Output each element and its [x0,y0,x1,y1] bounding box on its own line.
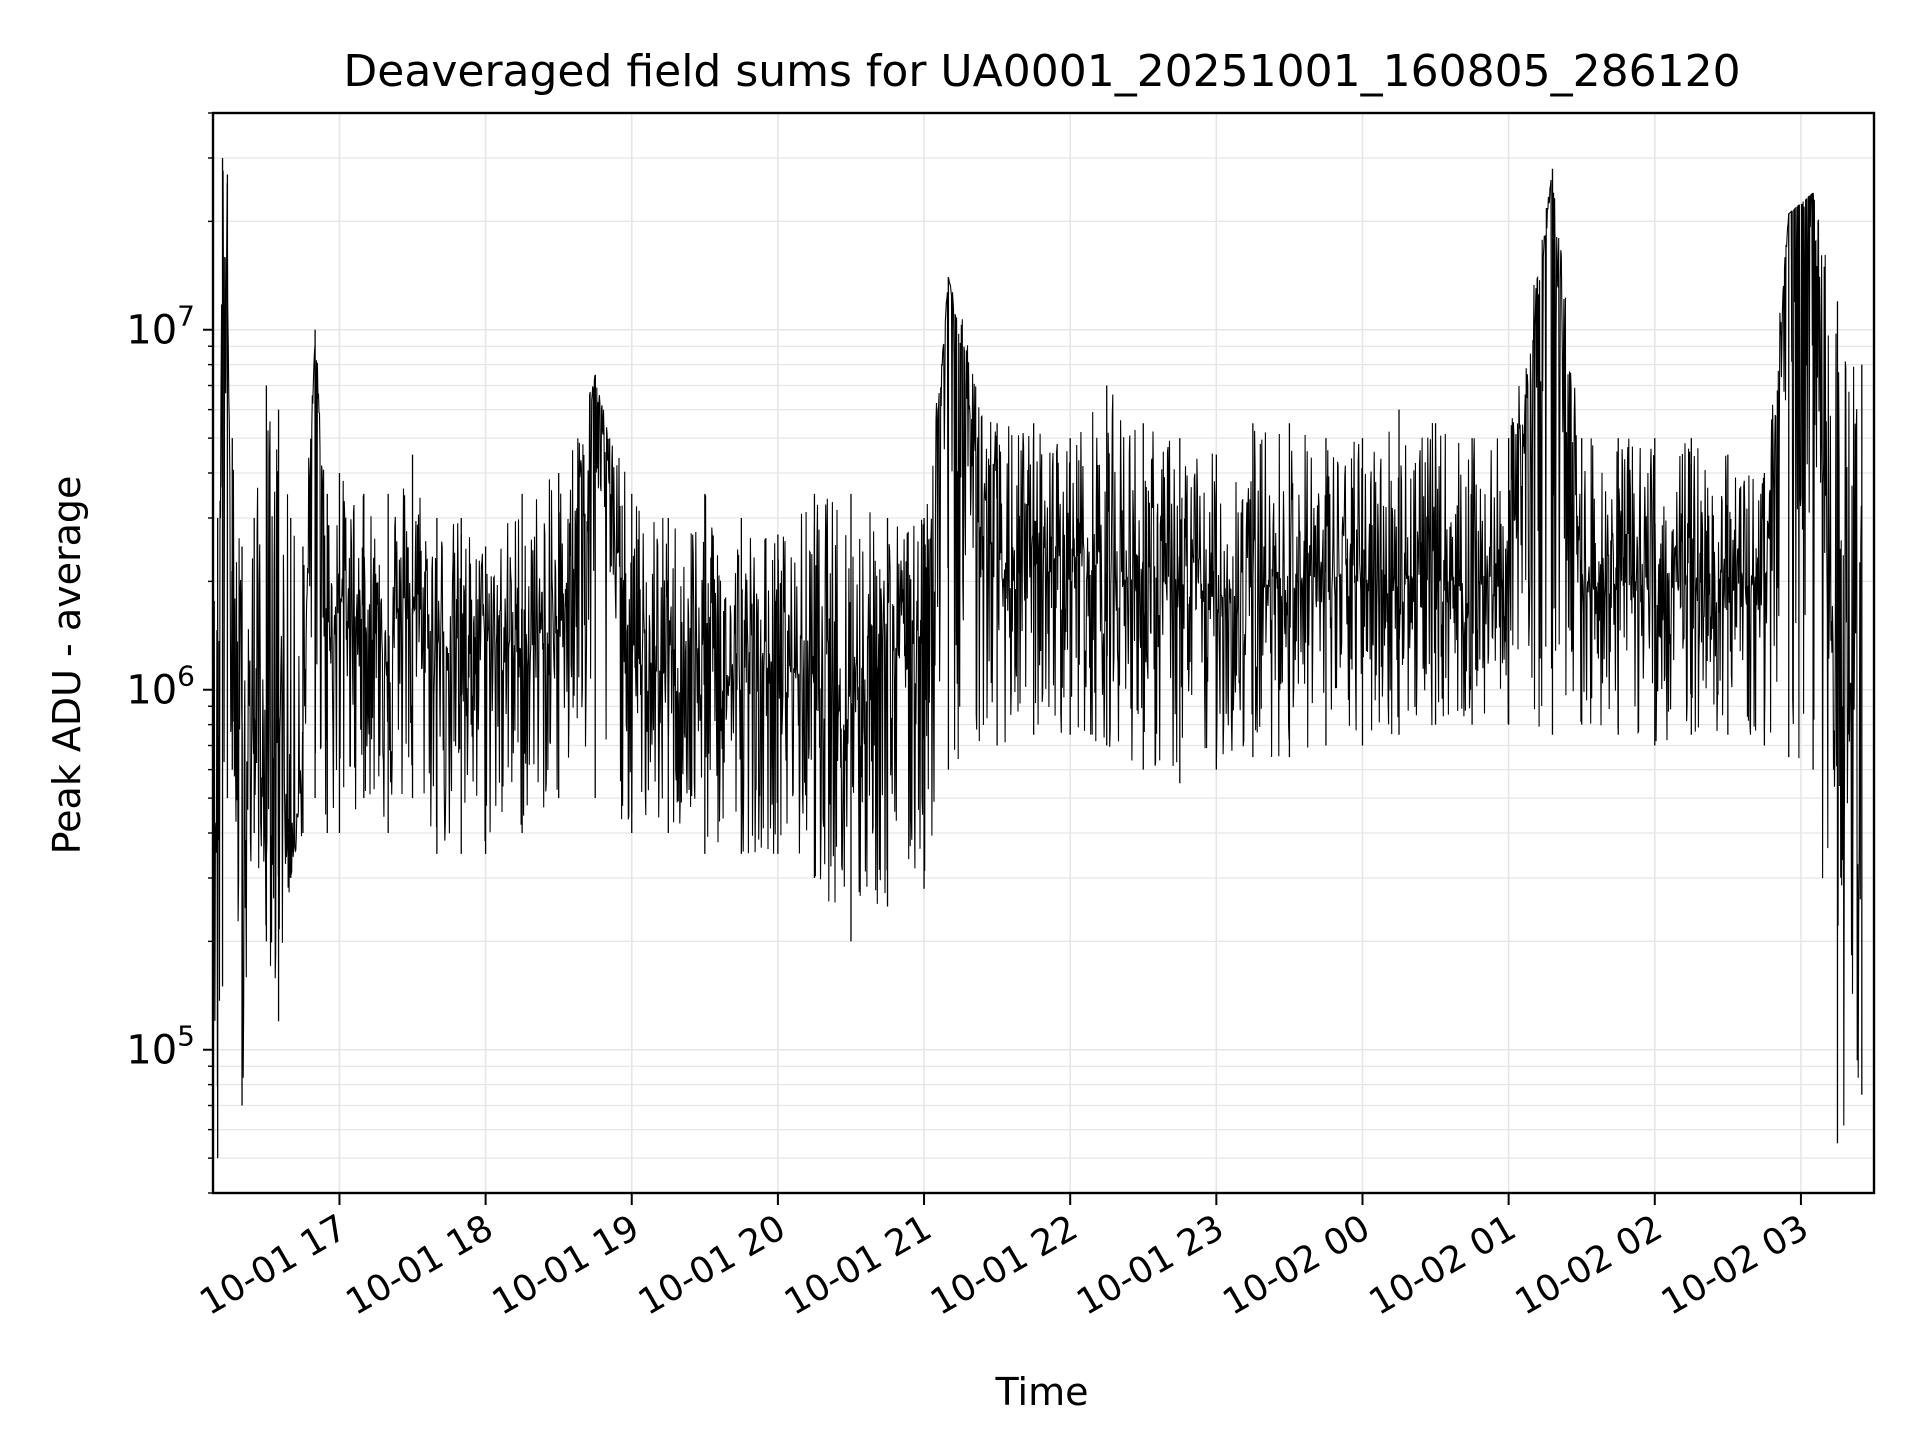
y-axis-ticks: 105 106 107 [126,112,213,1194]
y-axis-label: Peak ADU - average [45,476,89,855]
x-axis-label: Time [995,1370,1089,1414]
y-tick-label: 107 [126,300,195,354]
series-line [212,169,1863,1126]
chart-title: Deaveraged field sums for UA0001_2025100… [343,46,1740,97]
data-series [212,157,1863,1159]
y-tick-label: 105 [126,1020,195,1074]
plot-area-frame [211,111,1876,1195]
y-tick-label: 106 [126,660,195,714]
